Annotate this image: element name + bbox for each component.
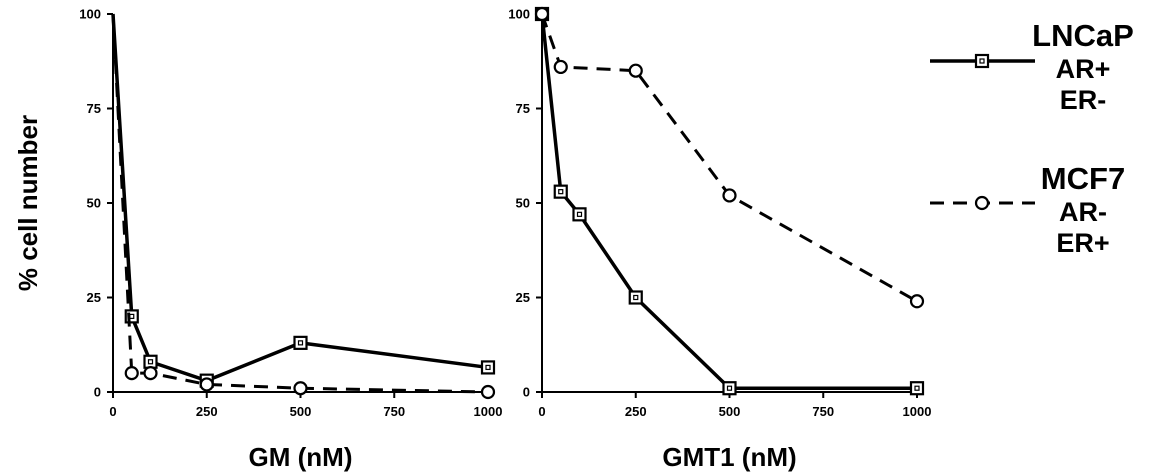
y-tick-label: 25 (516, 290, 530, 305)
data-point-lncap-inner (914, 385, 920, 391)
series-line-mcf7 (111, 13, 489, 394)
legend-title-mcf7: MCF7 (1041, 161, 1125, 196)
x-axis-title: GM (nM) (249, 442, 353, 472)
x-tick-label: 0 (109, 404, 116, 419)
y-tick-label: 75 (87, 101, 101, 116)
y-tick-label: 75 (516, 101, 530, 116)
legend-marker-mcf7 (974, 195, 990, 211)
data-point-mcf7 (293, 381, 308, 396)
series-line-lncap (111, 13, 489, 383)
data-point-mcf7 (722, 188, 737, 203)
legend-label-mcf7: AR- (1059, 197, 1107, 227)
x-tick-label: 500 (719, 404, 741, 419)
data-point-mcf7 (480, 384, 496, 400)
y-tick-label: 0 (94, 385, 101, 400)
data-point-mcf7 (534, 6, 550, 22)
x-axis-title: GMT1 (nM) (662, 442, 796, 472)
series-line-lncap (540, 13, 917, 390)
legend-marker-lncap (974, 53, 990, 69)
legend-label-mcf7: ER+ (1056, 228, 1109, 258)
y-tick-label: 25 (87, 290, 101, 305)
legend-marker-lncap-inner (979, 58, 985, 64)
data-point-mcf7 (909, 294, 925, 309)
y-tick-label: 50 (516, 196, 530, 211)
legend-title-lncap: LNCaP (1032, 18, 1134, 53)
x-tick-label: 750 (812, 404, 834, 419)
data-point-lncap (628, 290, 643, 305)
x-tick-label: 1000 (903, 404, 932, 419)
data-point-lncap-inner (485, 364, 491, 371)
legend-label-lncap: AR+ (1056, 54, 1111, 84)
data-point-mcf7 (143, 366, 158, 381)
data-point-lncap-inner (558, 189, 564, 195)
data-point-lncap (572, 207, 587, 222)
y-axis-title: % cell number (13, 115, 43, 291)
data-point-lncap-inner (726, 385, 733, 391)
data-point-mcf7 (124, 366, 139, 381)
data-point-lncap (293, 335, 308, 350)
data-point-lncap (909, 381, 925, 396)
y-tick-label: 0 (523, 385, 530, 400)
data-point-lncap (480, 360, 496, 375)
data-point-mcf7 (553, 59, 568, 75)
x-tick-label: 0 (538, 404, 545, 419)
x-tick-label: 250 (625, 404, 647, 419)
data-point-lncap (143, 354, 158, 369)
y-tick-label: 100 (508, 7, 530, 22)
data-point-lncap (553, 184, 568, 199)
data-point-lncap-inner (297, 340, 304, 346)
y-tick-label: 100 (79, 7, 101, 22)
legend-label-lncap: ER- (1060, 85, 1107, 115)
data-point-mcf7 (199, 377, 214, 392)
data-point-lncap-inner (147, 359, 154, 365)
y-tick-label: 50 (87, 196, 101, 211)
data-point-lncap-inner (576, 211, 583, 217)
x-tick-label: 500 (290, 404, 312, 419)
data-point-lncap-inner (633, 294, 639, 301)
x-tick-label: 1000 (474, 404, 503, 419)
x-tick-label: 250 (196, 404, 218, 419)
data-point-lncap (722, 381, 737, 396)
series-line-mcf7 (540, 13, 918, 303)
x-tick-label: 750 (383, 404, 405, 419)
data-point-mcf7 (628, 63, 643, 78)
